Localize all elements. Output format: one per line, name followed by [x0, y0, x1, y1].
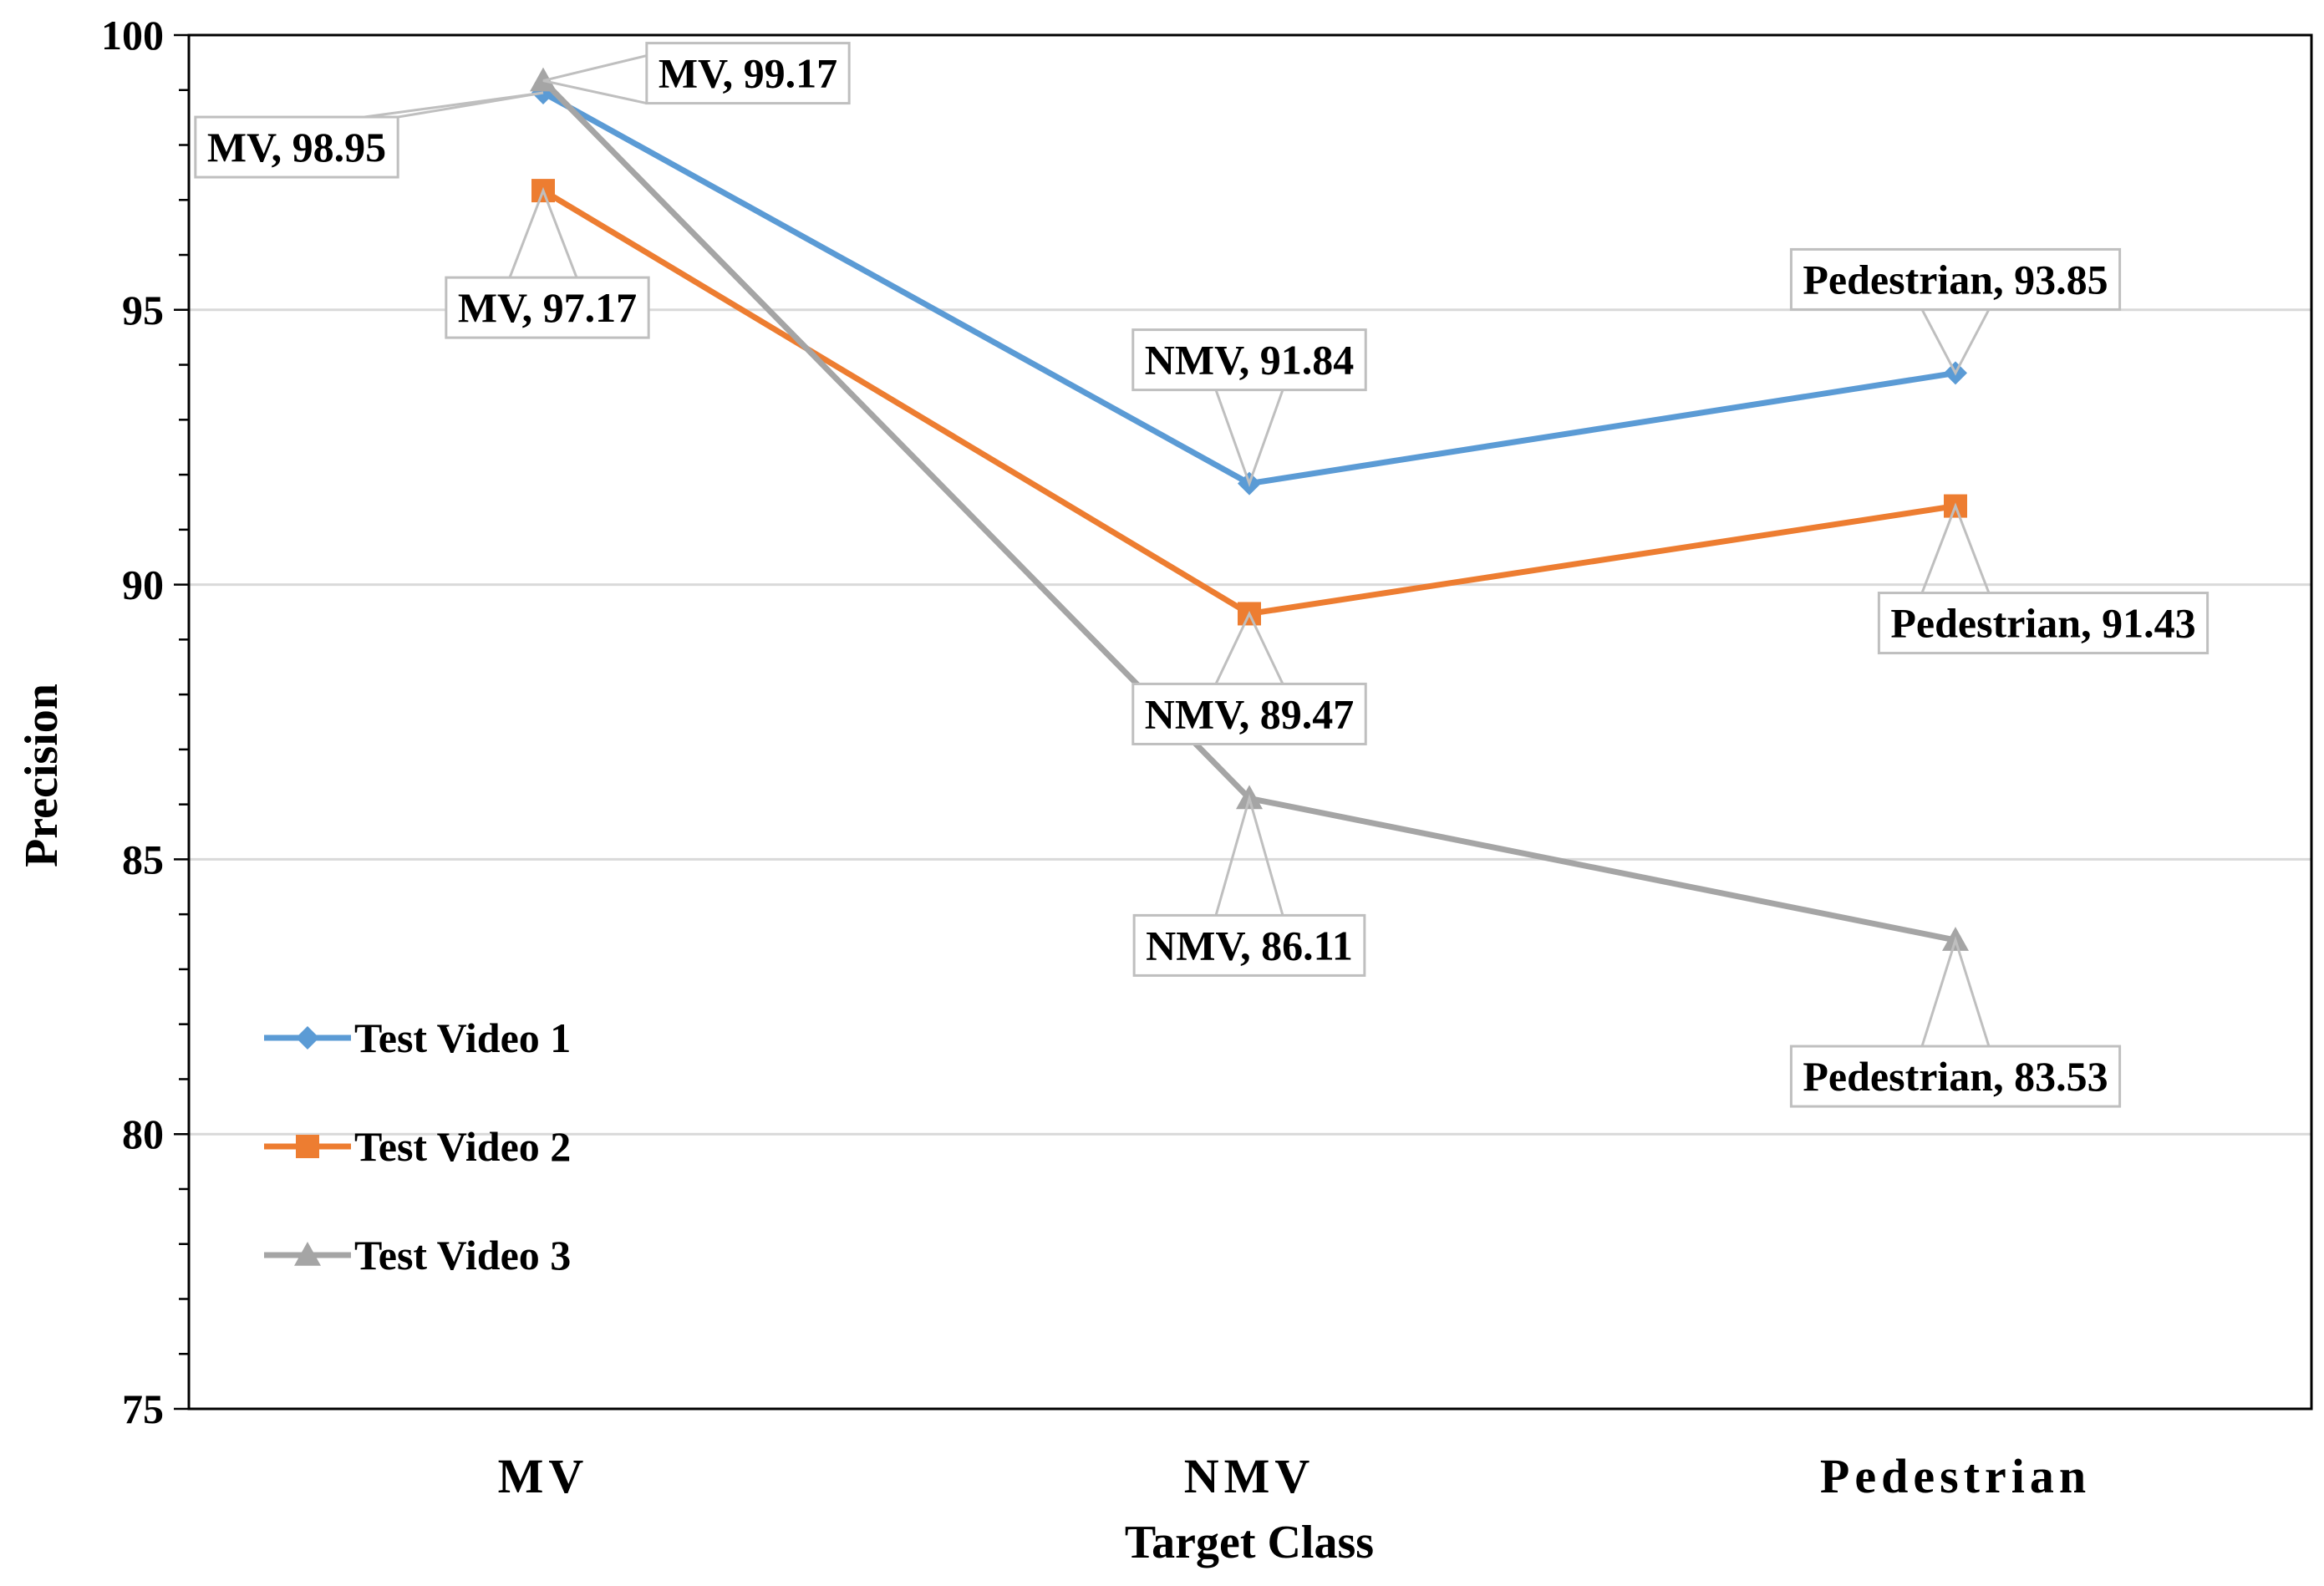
data-label-box: [645, 42, 851, 105]
x-tick-label: NMV: [1184, 1449, 1315, 1503]
data-label-box: [445, 276, 650, 339]
data-label: NMV, 86.11: [1146, 922, 1353, 968]
data-label-leader: [1920, 308, 1991, 376]
x-axis-title: Target Class: [1125, 1517, 1374, 1568]
legend-label: Test Video 2: [354, 1123, 571, 1170]
series-line-test-video-2: [542, 188, 1956, 617]
data-label-leader: [542, 54, 648, 105]
y-tick-label: 90: [122, 562, 164, 608]
x-tick-label: MV: [498, 1449, 589, 1503]
data-label-box: [1789, 247, 2122, 311]
plot-area-border: [187, 33, 2313, 1411]
data-label: NMV, 89.47: [1145, 690, 1354, 737]
data-label: NMV, 91.84: [1145, 337, 1354, 384]
data-label: Pedestrian, 83.53: [1803, 1053, 2108, 1100]
data-point-test-video-3: [530, 67, 557, 92]
data-label: MV, 99.17: [659, 50, 837, 97]
data-label-leader: [1920, 502, 1991, 594]
data-labels: MV, 98.95 NMV, 91.84 Pedestrian, 93.85 MV, …: [194, 42, 2210, 1108]
data-label-box: [1132, 913, 1366, 977]
data-label: Pedestrian, 91.43: [1890, 600, 2195, 647]
y-tick-label: 85: [122, 836, 164, 882]
data-label-box: [194, 115, 399, 179]
data-label-leader: [364, 91, 544, 119]
data-label-box: [1131, 682, 1367, 745]
data-label-box: [1789, 1045, 2122, 1108]
legend-label: Test Video 1: [354, 1014, 571, 1061]
y-tick-label: 75: [122, 1385, 164, 1432]
data-label-leader: [508, 186, 578, 278]
data-label: MV, 98.95: [207, 124, 386, 170]
data-label-leader: [1920, 936, 1991, 1047]
legend-marker-test-video-1: [296, 1026, 319, 1050]
data-label: MV, 97.17: [458, 284, 637, 331]
data-label-box: [1131, 328, 1367, 392]
data-label-leader: [1214, 793, 1284, 916]
data-label-box: [1877, 592, 2210, 655]
data-label-leader: [1214, 610, 1284, 685]
legend-label: Test Video 3: [354, 1232, 571, 1278]
y-tick-label: 100: [101, 12, 164, 58]
y-axis-title: Precision: [16, 684, 68, 867]
data-label: Pedestrian, 93.85: [1803, 256, 2108, 302]
x-tick-label: Pedestrian: [1820, 1449, 2091, 1503]
series-lines: [530, 67, 1969, 951]
legend-marker-test-video-3: [294, 1242, 321, 1266]
axes: 75 80 85 90 95 100 MV NMV Pedestrian: [101, 12, 2313, 1503]
y-tick-label: 95: [122, 287, 164, 333]
legend: Test Video 1 Test Video 2 Test Video 3: [264, 1014, 571, 1278]
y-tick-label: 80: [122, 1111, 164, 1157]
data-label-leader: [1214, 389, 1284, 488]
legend-marker-test-video-2: [296, 1135, 319, 1158]
series-line-test-video-1: [542, 89, 1956, 487]
